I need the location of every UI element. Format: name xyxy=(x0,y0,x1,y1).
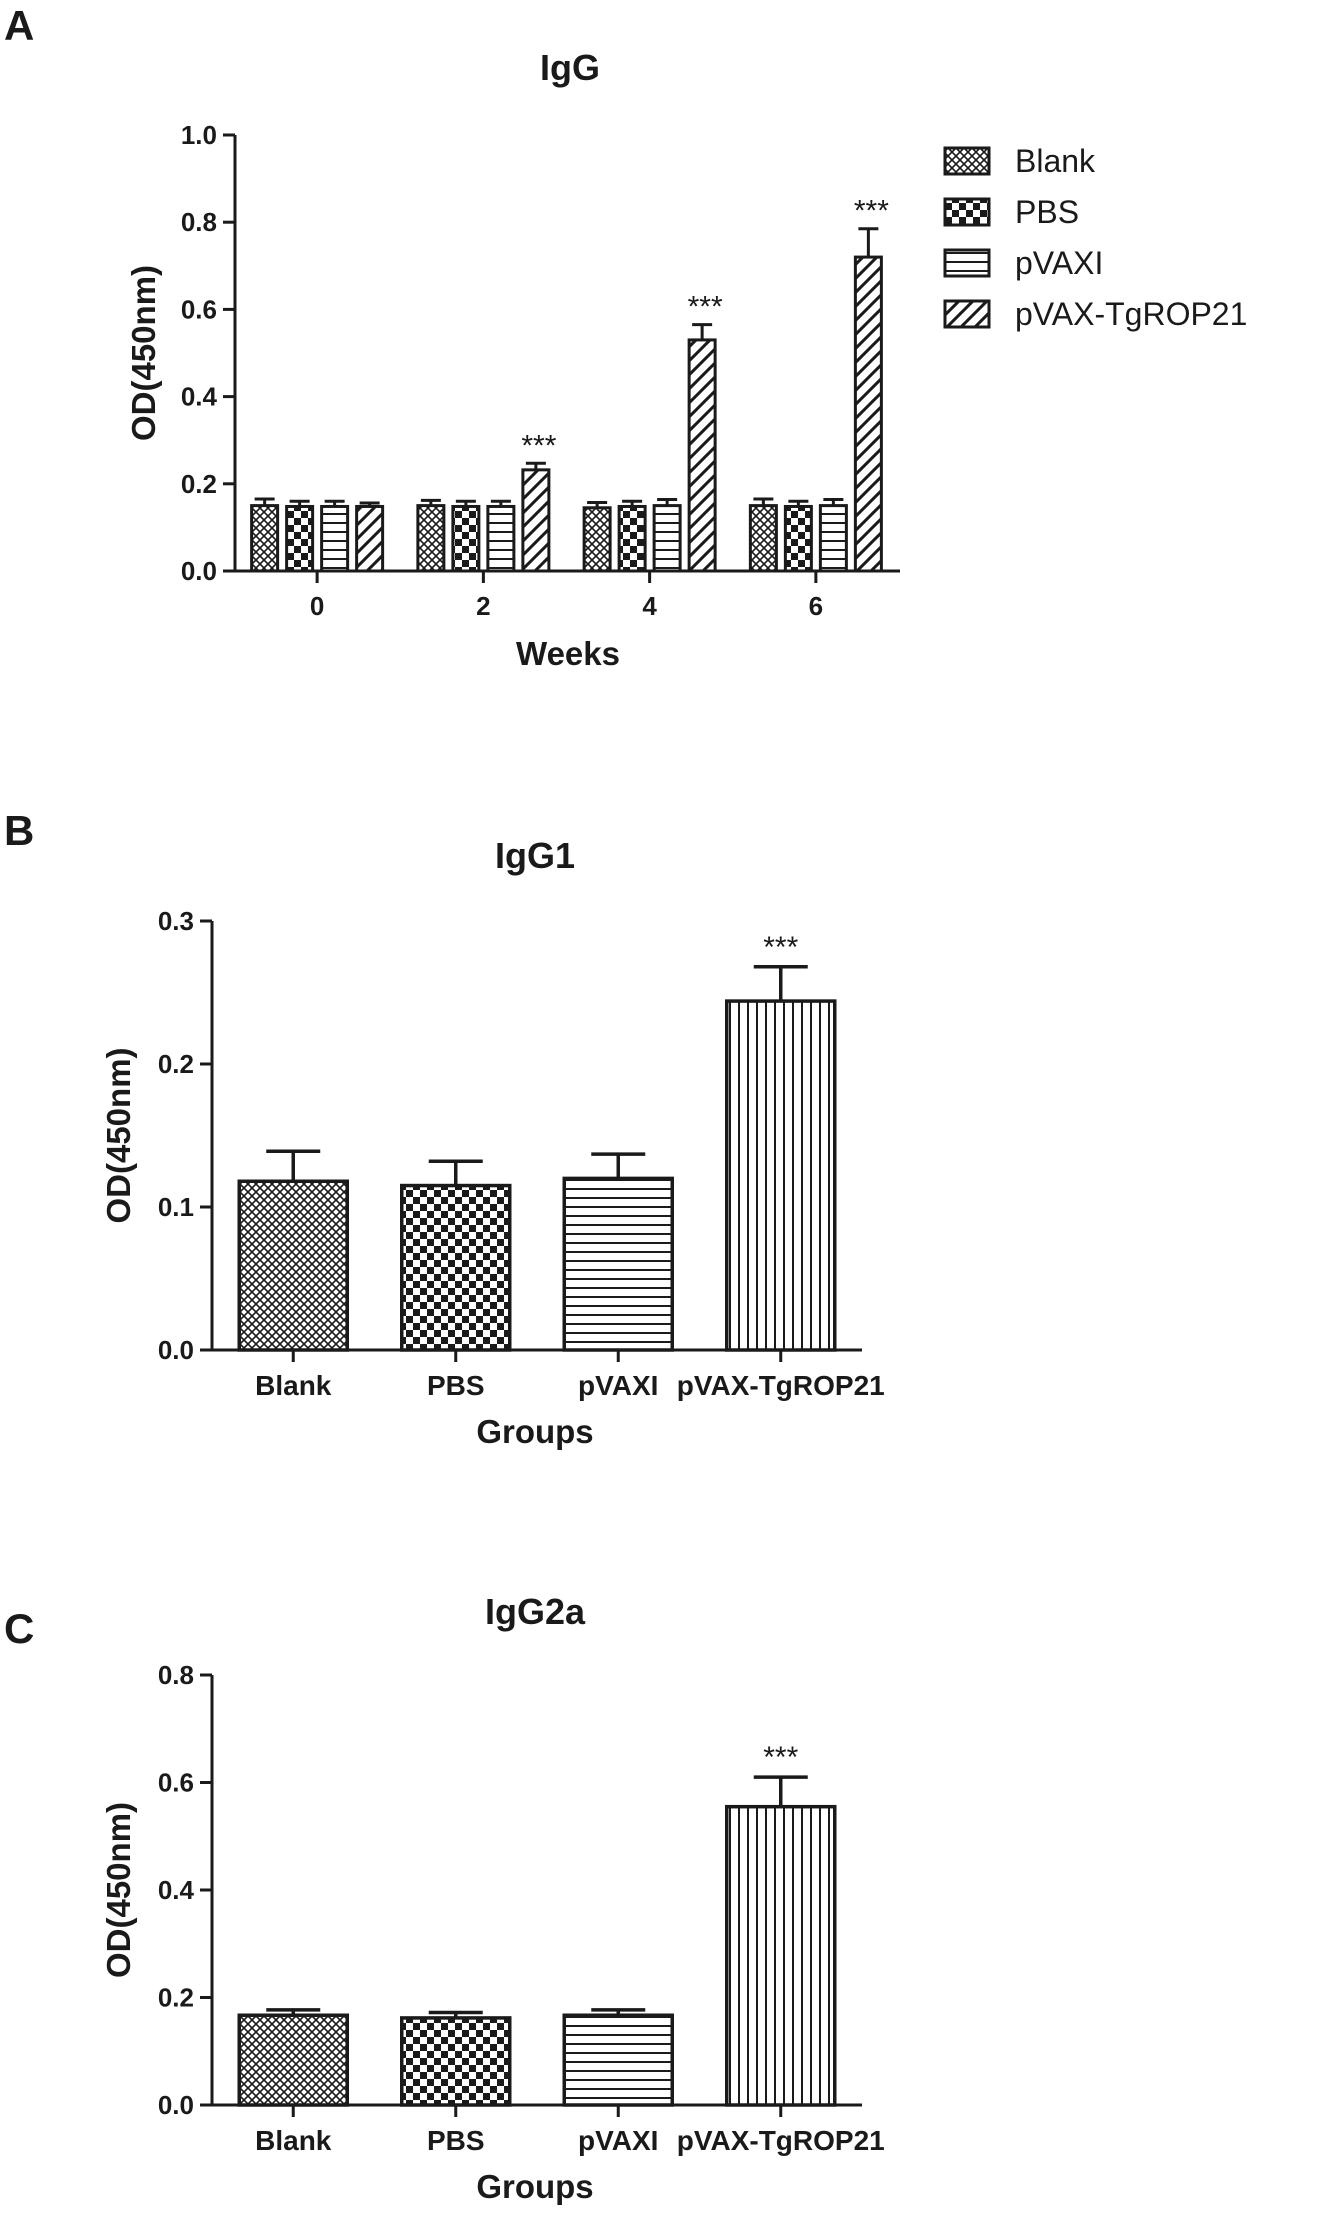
bar-pbs xyxy=(285,504,315,573)
panel-label-a: A xyxy=(4,2,34,49)
bar-pvaxi xyxy=(818,504,848,573)
significance-marker: *** xyxy=(763,1741,798,1774)
y-tick-label: 0.4 xyxy=(158,1875,195,1905)
significance-marker: *** xyxy=(854,195,889,228)
y-tick-label: 0.4 xyxy=(181,382,218,412)
x-tick-label: 6 xyxy=(809,591,823,621)
significance-marker: *** xyxy=(763,931,798,964)
x-axis-label: Weeks xyxy=(516,635,620,672)
bar-pbs xyxy=(617,504,647,573)
y-axis-label: OD(450nm) xyxy=(100,1802,137,1978)
x-tick-label: pVAX-TgROP21 xyxy=(677,2125,885,2156)
y-axis-label: OD(450nm) xyxy=(125,265,162,441)
legend-swatch xyxy=(943,248,991,278)
x-tick-label: 0 xyxy=(310,591,324,621)
legend-swatch xyxy=(943,146,991,176)
x-tick-label: PBS xyxy=(427,2125,485,2156)
bar-pvaxi xyxy=(486,504,516,573)
bar-pvax-tgrop21 xyxy=(355,504,385,573)
x-tick-label: Blank xyxy=(255,2125,332,2156)
x-tick-label: pVAXI xyxy=(578,2125,658,2156)
y-tick-label: 0.2 xyxy=(181,469,217,499)
legend-swatch xyxy=(943,197,991,227)
y-tick-label: 0.0 xyxy=(158,2090,194,2120)
legend-label: pVAXI xyxy=(1015,245,1103,281)
bar-pvax-tgrop21 xyxy=(687,338,717,573)
y-axis-label: OD(450nm) xyxy=(100,1047,137,1223)
y-tick-label: 0.2 xyxy=(158,1049,194,1079)
y-tick-label: 1.0 xyxy=(181,120,217,150)
chart-igg1: IgG1 0.0 0.1 0.2 0.3 OD(450nm) Groups Blank PBS p… xyxy=(100,835,885,1450)
bar-blank xyxy=(237,1179,349,1352)
x-axis-label: Groups xyxy=(476,2168,593,2205)
chart-title: IgG2a xyxy=(485,1591,586,1632)
bar-blank xyxy=(416,504,446,573)
legend-label: PBS xyxy=(1015,194,1079,230)
bar-pvax-tgrop21 xyxy=(725,1804,837,2107)
x-tick-label: 4 xyxy=(642,591,657,621)
legend-label: pVAX-TgROP21 xyxy=(1015,296,1247,332)
significance-marker: *** xyxy=(688,291,723,324)
y-tick-label: 0.1 xyxy=(158,1192,194,1222)
bar-pvaxi xyxy=(562,2013,674,2107)
bar-blank xyxy=(748,504,778,573)
bar-blank xyxy=(250,504,280,573)
panel-label-b: B xyxy=(4,807,34,854)
chart-igg: IgG 0.0 0.2 0.4 0.6 0.8 1.0 OD(450nm) Weeks 0 2 ***… xyxy=(125,47,1247,672)
x-tick-label: Blank xyxy=(255,1370,332,1401)
bar-blank xyxy=(582,506,612,573)
y-tick-label: 0.8 xyxy=(181,207,217,237)
bar-pvax-tgrop21 xyxy=(725,999,837,1352)
bar-pvax-tgrop21 xyxy=(853,255,883,573)
y-tick-label: 0.2 xyxy=(158,1983,194,2013)
bar-pbs xyxy=(400,1183,512,1352)
bar-pbs xyxy=(451,504,481,573)
y-tick-label: 0.0 xyxy=(158,1335,194,1365)
bar-pbs xyxy=(783,504,813,573)
chart-igg2a: IgG2a 0.0 0.2 0.4 0.6 0.8 OD(450nm) Groups Blank… xyxy=(100,1591,885,2205)
y-tick-label: 0.6 xyxy=(181,294,217,324)
bar-blank xyxy=(237,2013,349,2107)
bar-pbs xyxy=(400,2016,512,2107)
x-tick-label: 2 xyxy=(476,591,490,621)
y-tick-label: 0.3 xyxy=(158,906,194,936)
x-tick-label: PBS xyxy=(427,1370,485,1401)
bar-pvaxi xyxy=(652,504,682,573)
y-tick-label: 0.0 xyxy=(181,556,217,586)
x-tick-label: pVAXI xyxy=(578,1370,658,1401)
x-tick-label: pVAX-TgROP21 xyxy=(677,1370,885,1401)
x-axis-label: Groups xyxy=(476,1413,593,1450)
significance-marker: *** xyxy=(521,429,556,462)
chart-title: IgG1 xyxy=(495,835,575,876)
bar-pvaxi xyxy=(320,504,350,573)
y-tick-label: 0.6 xyxy=(158,1768,194,1798)
bar-pvax-tgrop21 xyxy=(521,468,551,573)
chart-title: IgG xyxy=(540,47,600,88)
legend-swatch xyxy=(943,299,991,329)
y-tick-label: 0.8 xyxy=(158,1660,194,1690)
panel-label-c: C xyxy=(4,1605,34,1652)
bar-pvaxi xyxy=(562,1176,674,1352)
legend-label: Blank xyxy=(1015,143,1096,179)
